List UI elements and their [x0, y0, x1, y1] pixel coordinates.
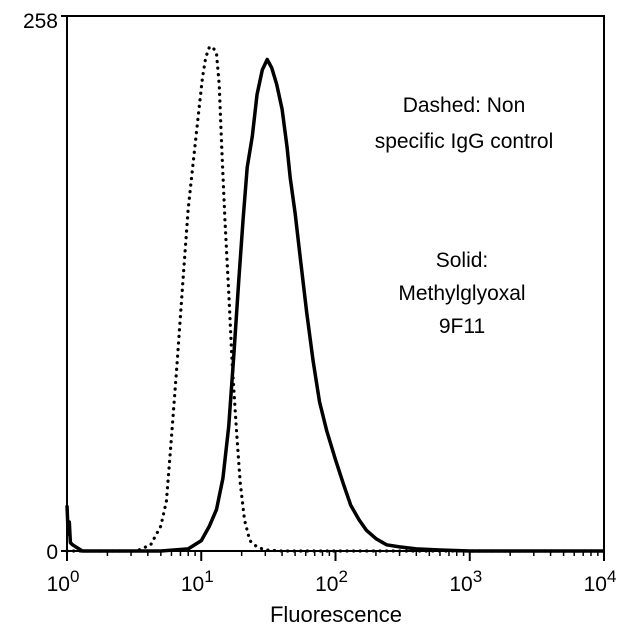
x-tick-label: 103	[449, 567, 482, 596]
annotation-line: specific IgG control	[375, 130, 554, 153]
y-axis-ticks: 0 258	[23, 10, 67, 564]
annotation-line: 9F11	[439, 315, 485, 338]
solid-series-line	[65, 57, 604, 553]
x-tick-label: 100	[47, 567, 80, 596]
x-axis-ticks: 100 101 102 103 104	[47, 551, 617, 596]
x-tick-label: 102	[315, 567, 348, 596]
x-tick-exponent: 4	[607, 567, 616, 586]
annotation-dashed: Dashed: Non specific IgG control	[375, 94, 554, 153]
y-tick-label: 0	[46, 541, 58, 564]
x-axis-title: Fluorescence	[270, 602, 402, 627]
x-tick-exponent: 1	[204, 567, 213, 586]
annotation-line: Dashed: Non	[403, 94, 526, 117]
x-tick-exponent: 2	[338, 567, 347, 586]
annotations: Dashed: Non specific IgG control Solid: Met…	[375, 94, 554, 338]
dotted-series-line	[65, 45, 606, 553]
x-tick-label: 104	[584, 567, 617, 596]
x-tick-label: 101	[181, 567, 214, 596]
annotation-line: Methylglyoxal	[398, 282, 525, 305]
series-layer	[65, 45, 606, 553]
x-tick-exponent: 0	[70, 567, 79, 586]
x-tick-base: 10	[47, 573, 70, 596]
x-tick-base: 10	[449, 573, 472, 596]
x-tick-base: 10	[584, 573, 607, 596]
annotation-line: Solid:	[436, 249, 489, 272]
x-tick-exponent: 3	[473, 567, 482, 586]
x-tick-base: 10	[315, 573, 338, 596]
y-tick-label: 258	[23, 10, 58, 33]
x-tick-base: 10	[181, 573, 204, 596]
annotation-solid: Solid: Methylglyoxal 9F11	[398, 249, 525, 338]
